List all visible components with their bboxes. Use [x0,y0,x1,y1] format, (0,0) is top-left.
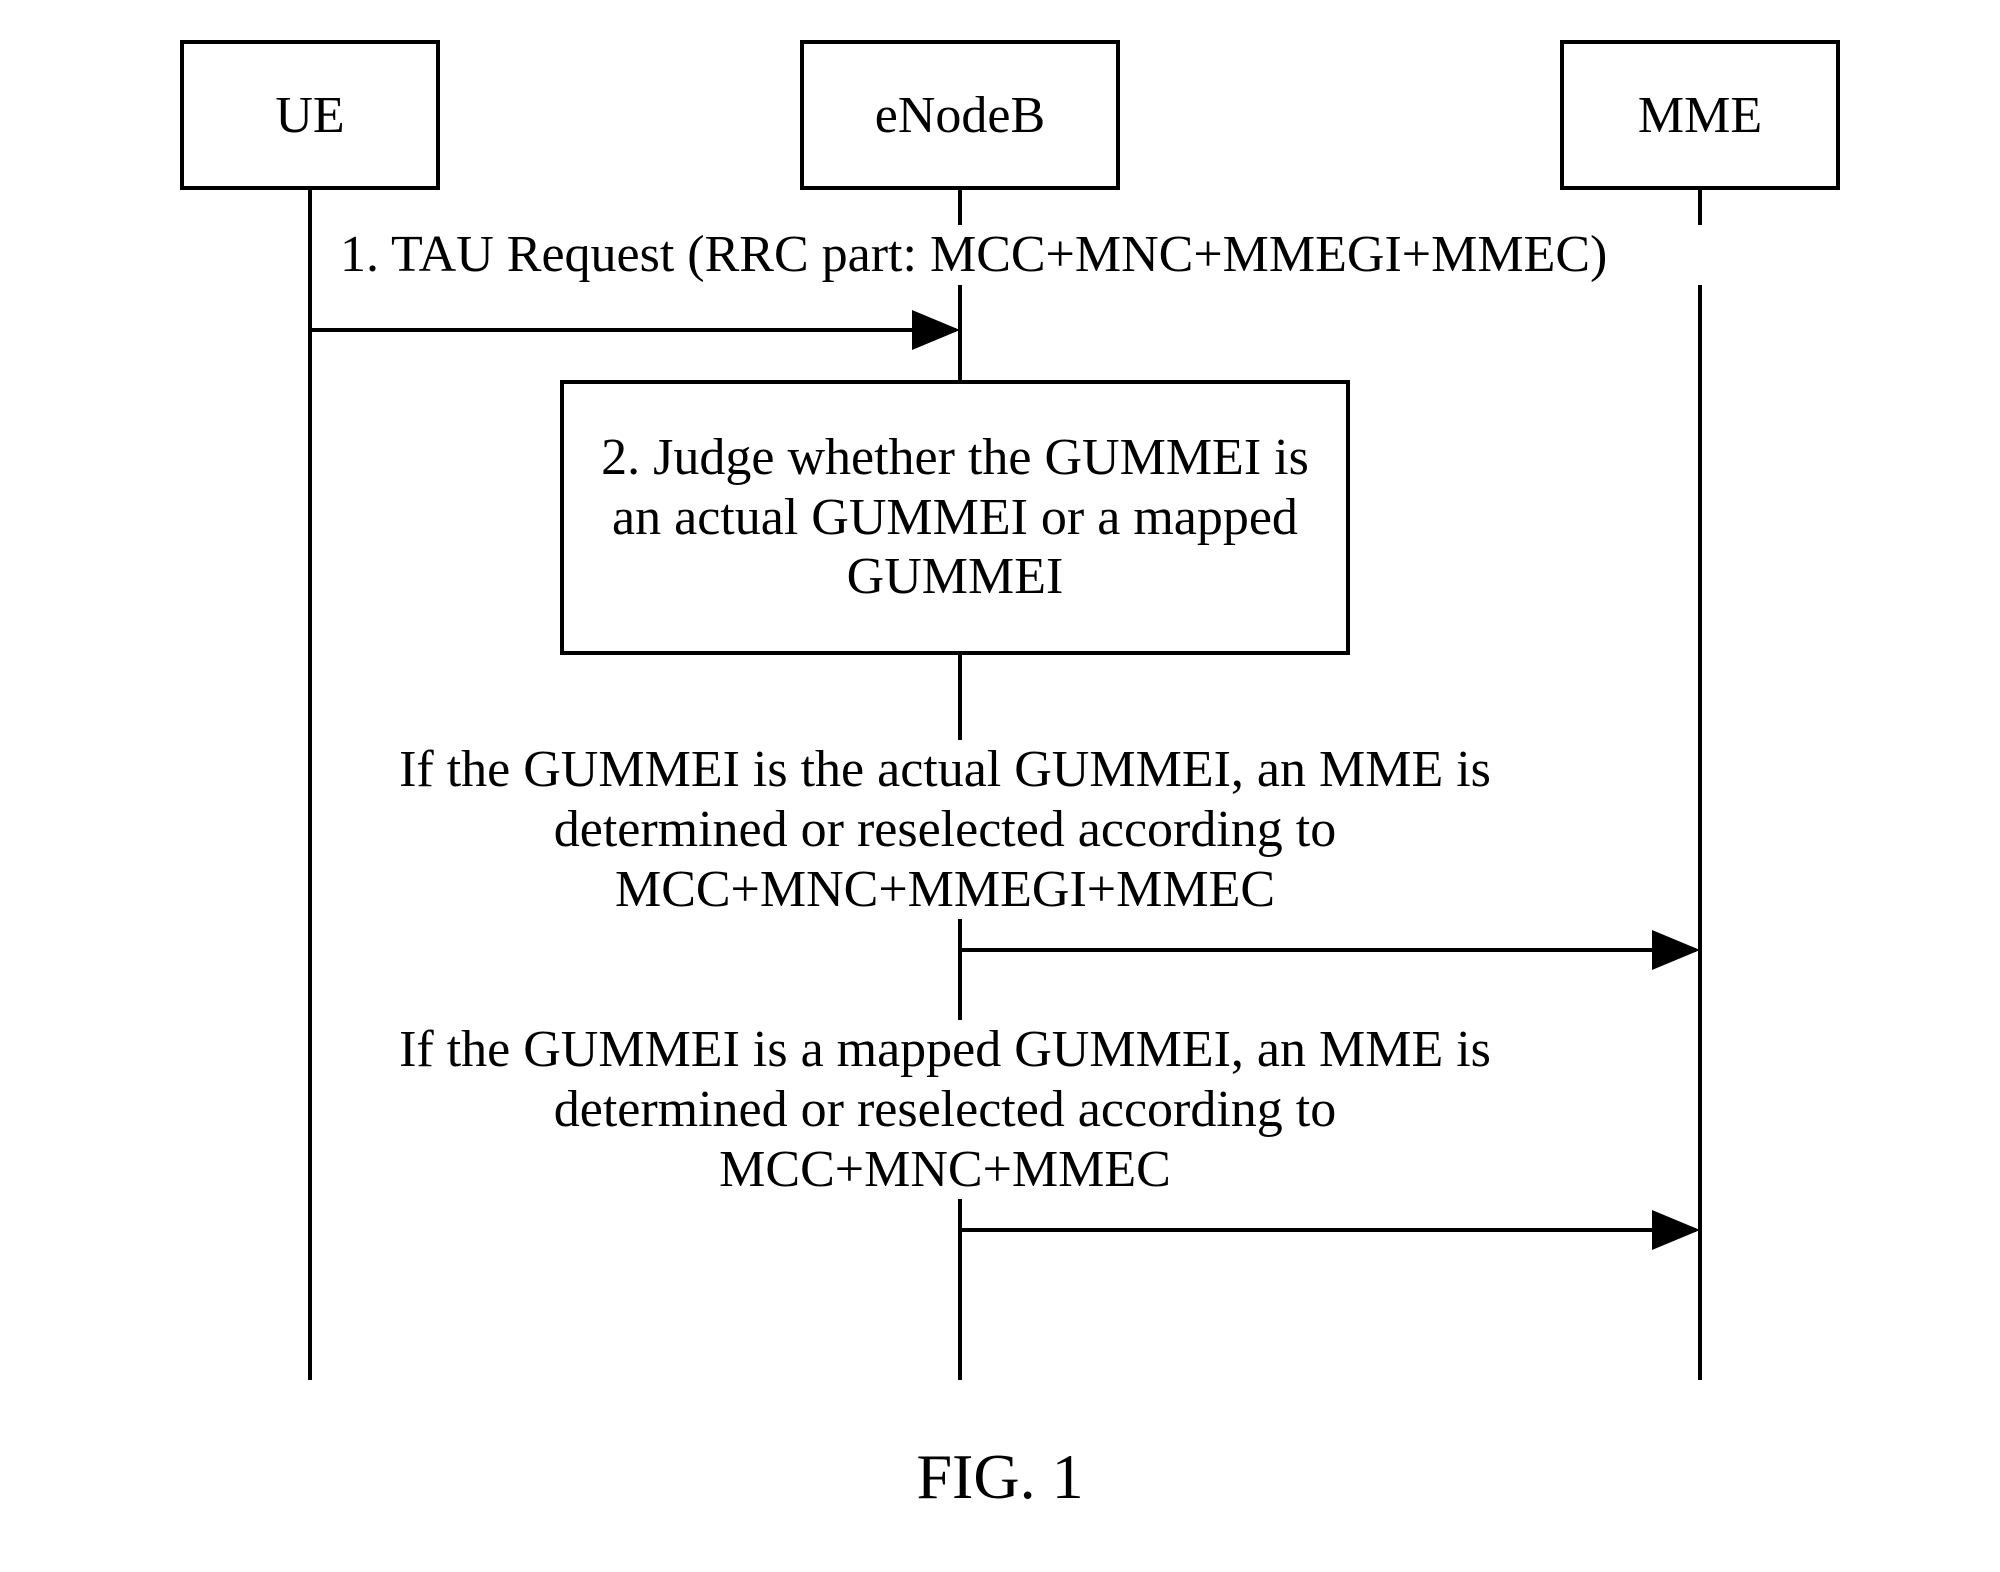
lifeline-ue [308,190,312,1380]
participant-label: UE [275,86,344,145]
message-label-mapped-gummei: If the GUMMEI is a mapped GUMMEI, an MME… [340,1020,1550,1199]
participant-enodeb: eNodeB [800,40,1120,190]
participant-mme: MME [1560,40,1840,190]
participant-ue: UE [180,40,440,190]
message-label-actual-gummei: If the GUMMEI is the actual GUMMEI, an M… [340,740,1550,919]
figure-caption: FIG. 1 [800,1440,1200,1514]
lifeline-mme [1698,190,1702,1380]
participant-label: eNodeB [875,86,1045,145]
message-label-tau-request: 1. TAU Request (RRC part: MCC+MNC+MMEGI+… [340,225,1840,285]
process-label: 2. Judge whether the GUMMEI is an actual… [584,428,1326,607]
process-judge-gummei: 2. Judge whether the GUMMEI is an actual… [560,380,1350,655]
participant-label: MME [1638,86,1762,145]
